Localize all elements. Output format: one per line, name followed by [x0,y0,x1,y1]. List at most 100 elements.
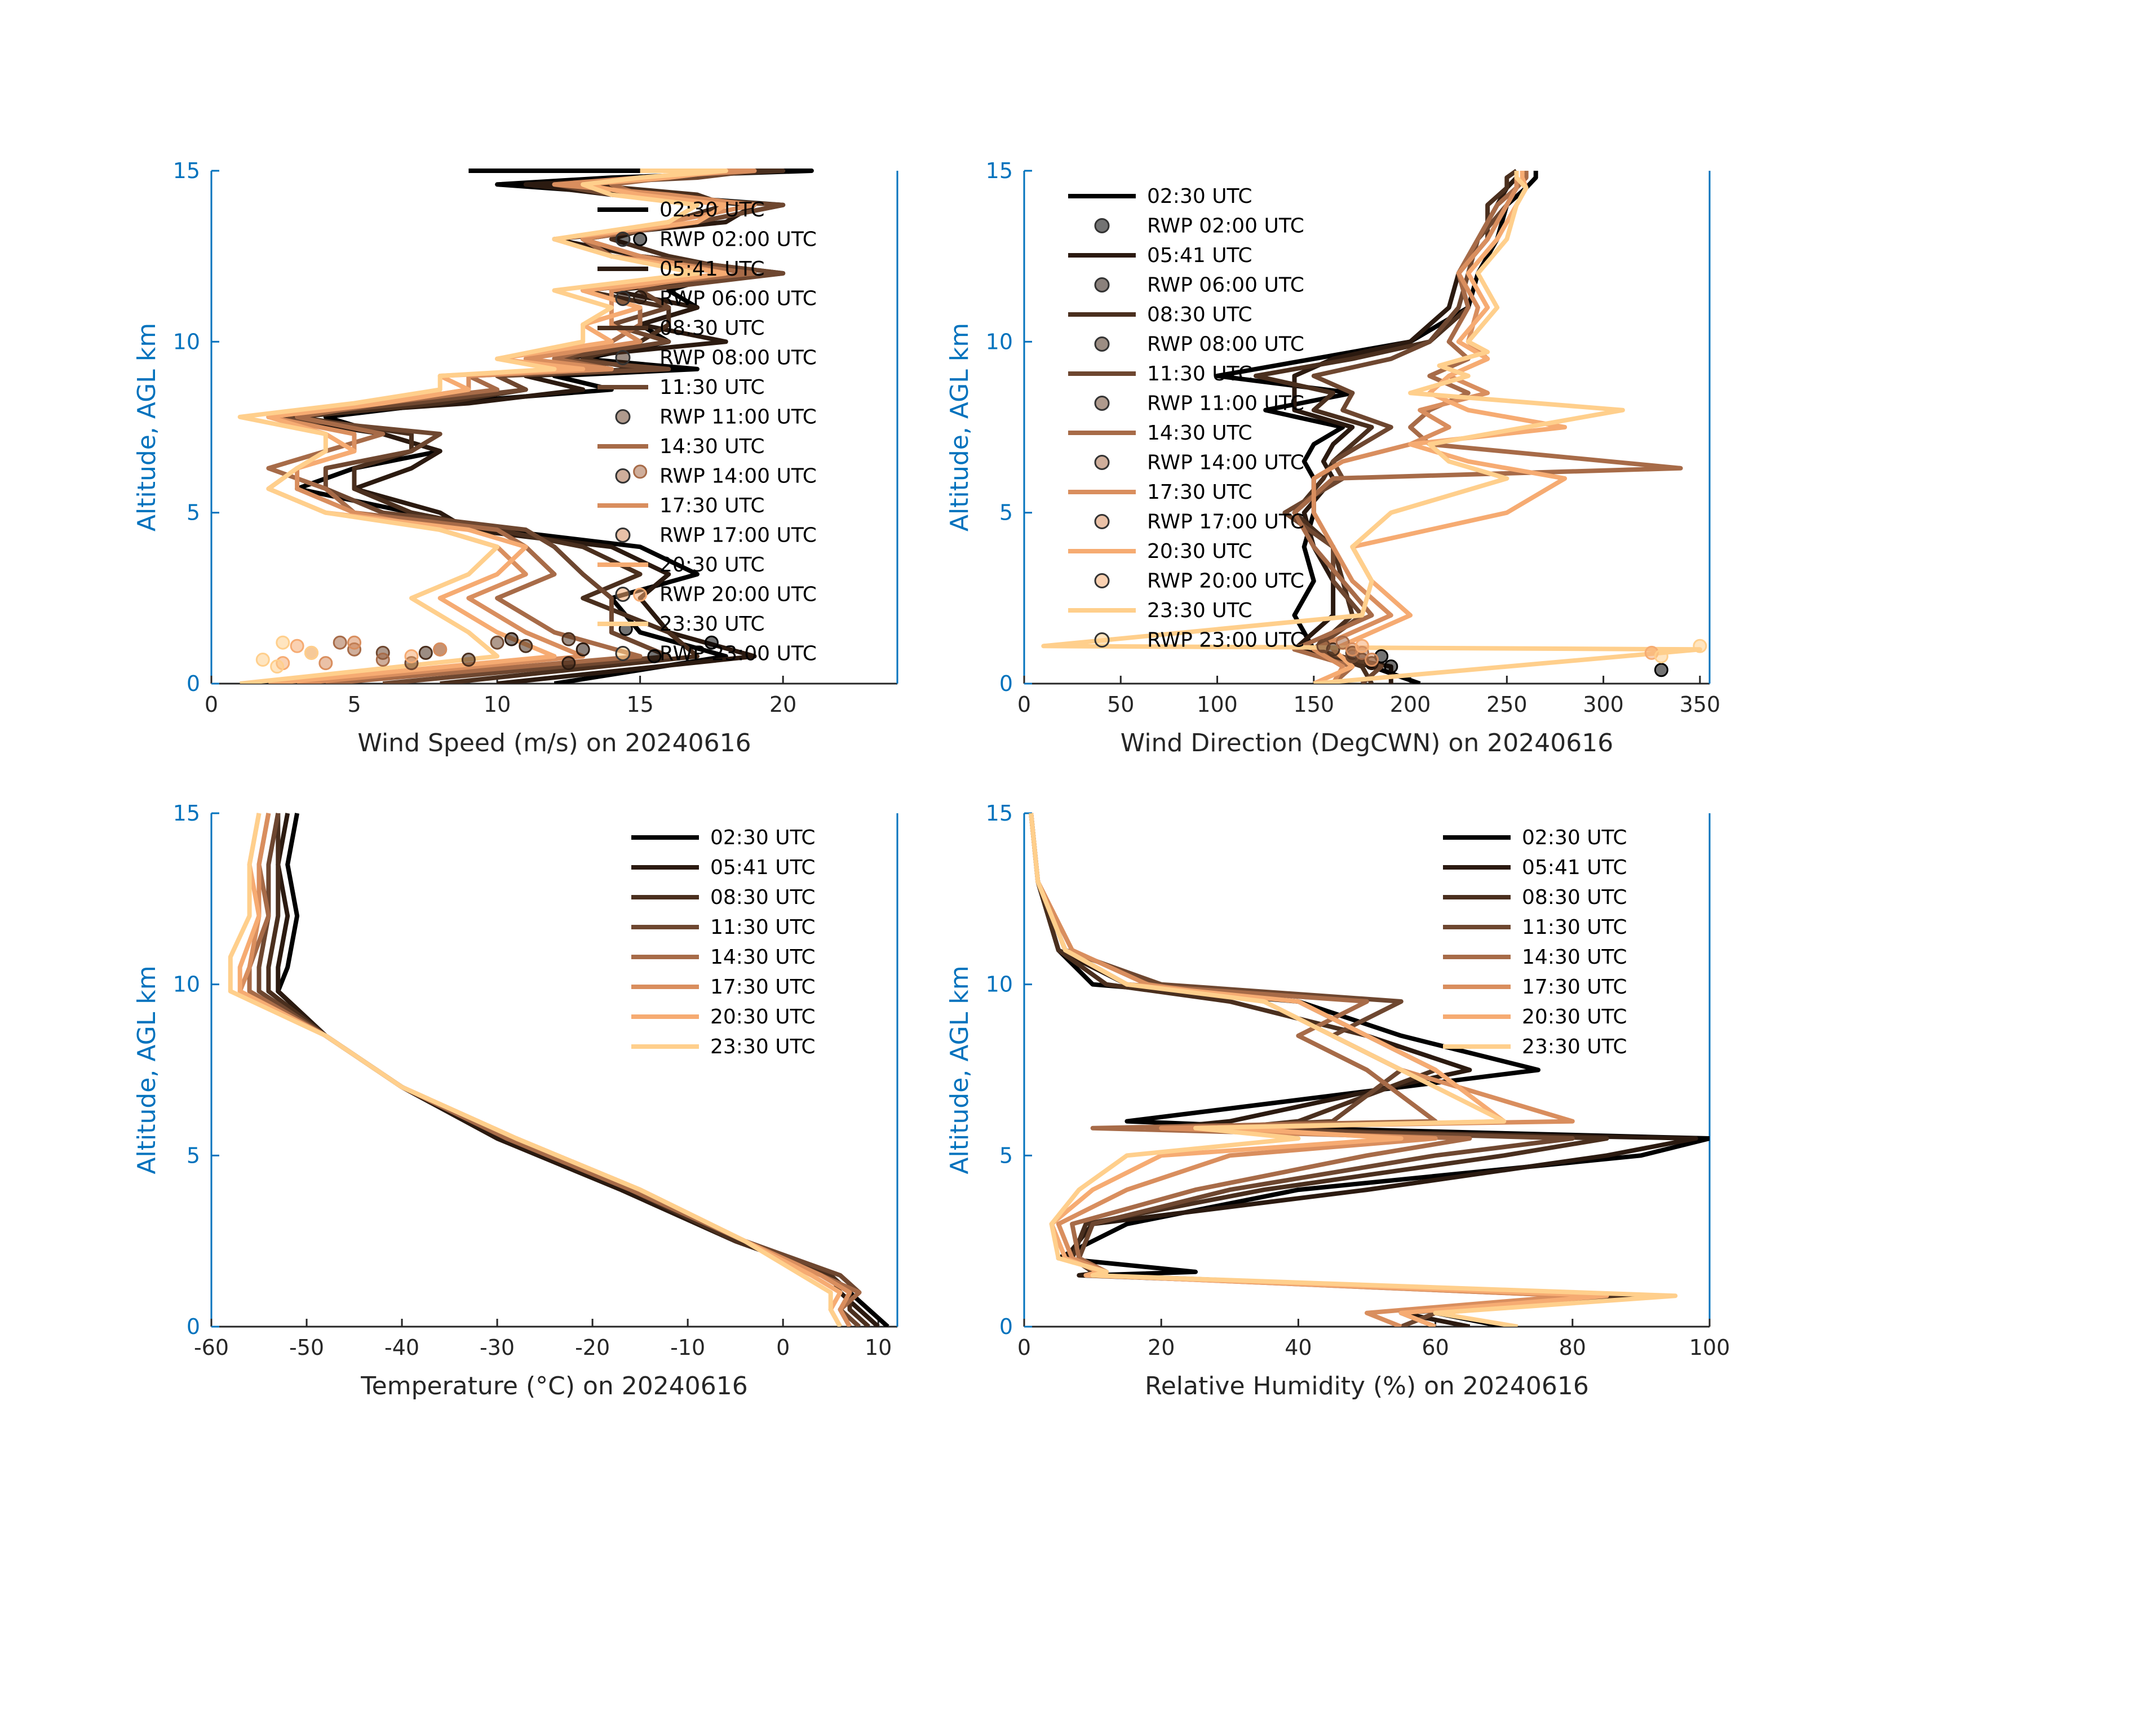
series-line-2330 [1041,171,1702,684]
legend-label: 14:30 UTC [1147,422,1252,445]
plot-area [1029,813,1710,1327]
rwp-point [575,642,590,657]
rwp-point [633,232,648,246]
legend-label: 08:30 UTC [659,317,765,340]
legend-label: 20:30 UTC [1522,1005,1627,1029]
x-tick-label: 40 [1285,1335,1312,1360]
legend-label: 17:30 UTC [659,494,765,517]
x-tick-label: 20 [769,692,796,717]
plot-area [237,169,814,684]
rwp-point [1354,639,1369,653]
legend-marker [615,409,631,424]
series-line-2330 [1029,813,1678,1327]
x-tick-label: -30 [480,1335,515,1360]
x-tick-label: 0 [1017,1335,1031,1360]
x-tick-label: -50 [289,1335,324,1360]
rwp-point [461,653,476,667]
legend-marker [1094,514,1110,529]
legend-marker [615,291,631,306]
rwp-point [647,649,662,663]
y-tick-label: 5 [999,1143,1013,1168]
legend-label: RWP 23:00 UTC [659,642,817,666]
y-tick-label: 5 [187,500,200,525]
x-tick-label: -20 [575,1335,610,1360]
x-axis-label: Relative Humidity (%) on 20240616 [1145,1372,1589,1400]
rwp-point [561,632,576,646]
series-line-2330 [228,813,843,1327]
rwp-point [1654,649,1668,663]
x-tick-label: 150 [1294,692,1335,717]
legend-label: 11:30 UTC [710,916,816,939]
y-tick-label: 0 [999,1314,1013,1339]
legend-label: 11:30 UTC [1147,362,1252,385]
rwp-point [633,464,648,479]
rwp-point [1335,635,1350,650]
series-line-1130 [1282,171,1529,684]
rwp-point [519,639,533,653]
legend-label: RWP 02:00 UTC [659,228,817,251]
series-line-1430 [1292,171,1683,684]
rwp-point [704,635,719,650]
x-axis-label: Wind Direction (DegCWN) on 20240616 [1121,729,1613,757]
rwp-point [490,635,504,650]
legend-label: RWP 08:00 UTC [1147,333,1304,356]
legend-label: RWP 08:00 UTC [659,347,817,370]
legend-marker [1094,396,1110,411]
rwp-point [633,290,648,304]
relative-humidity-chart: 0 20 40 60 80 100 0 5 10 15 Relative Humidity (%) … [945,801,1730,1400]
series-line-2030 [1313,171,1568,684]
y-tick-label: 0 [187,1314,200,1339]
legend-label: 14:30 UTC [659,435,765,458]
x-tick-label: 20 [1148,1335,1175,1360]
x-tick-label: -60 [194,1335,229,1360]
legend-label: 02:30 UTC [1147,185,1252,208]
y-tick-label: 0 [999,671,1013,696]
rwp-point [1365,653,1379,667]
legend-label: RWP 06:00 UTC [659,287,817,311]
rwp-point [1654,663,1668,677]
rwp-point [318,656,333,671]
y-tick-label: 15 [173,158,200,183]
legend: 02:30 UTC 05:41 UTC 08:30 UTC 11:30 UTC 14:3… [631,826,816,1058]
legend-marker [1094,573,1110,588]
legend-label: 20:30 UTC [710,1005,816,1029]
rwp-point [304,645,318,660]
x-tick-label: 10 [865,1335,892,1360]
wind-speed-chart: 0 5 10 15 20 0 5 10 15 Wind Speed (m/s) on 202406… [132,158,898,757]
legend-label: RWP 11:00 UTC [1147,392,1304,415]
series-line-1730 [1029,813,1575,1327]
wind-direction-chart: 0 50 100 150 200 250 300 350 0 5 10 15 Wind Directio… [945,158,1720,757]
legend-label: RWP 06:00 UTC [1147,274,1304,297]
rwp-point [375,653,390,667]
series-line-2330 [237,169,728,684]
x-tick-label: 15 [626,692,653,717]
y-axis-label: Altitude, AGL km [945,323,974,531]
legend-label: 14:30 UTC [710,946,816,969]
legend-marker [1094,632,1110,648]
legend-label: RWP 20:00 UTC [1147,570,1304,593]
temperature-chart: -60 -50 -40 -30 -20 -10 0 10 0 5 10 15 Temperature (… [132,801,898,1400]
rwp-point [255,653,270,667]
legend-label: 05:41 UTC [710,856,816,879]
y-tick-label: 5 [999,500,1013,525]
x-tick-label: 80 [1559,1335,1586,1360]
legend-marker [615,468,631,484]
rwp-point [1384,659,1398,674]
rwp-point [1693,639,1707,653]
rwp-point [270,659,285,674]
rwp-point [561,656,576,671]
legend-label: RWP 14:00 UTC [659,465,817,488]
legend-label: 20:30 UTC [1147,540,1252,563]
x-tick-label: 0 [1017,692,1031,717]
x-tick-label: 200 [1390,692,1431,717]
legend-label: 17:30 UTC [710,976,816,999]
legend-label: 11:30 UTC [659,376,765,399]
legend-marker [615,528,631,543]
plot-area [1041,169,1707,684]
legend-label: 23:30 UTC [659,613,765,636]
x-axis-label: Temperature (°C) on 20240616 [360,1372,748,1400]
legend-label: 23:30 UTC [710,1035,816,1058]
legend-label: 05:41 UTC [659,258,765,281]
series-line-1730 [1311,171,1519,684]
